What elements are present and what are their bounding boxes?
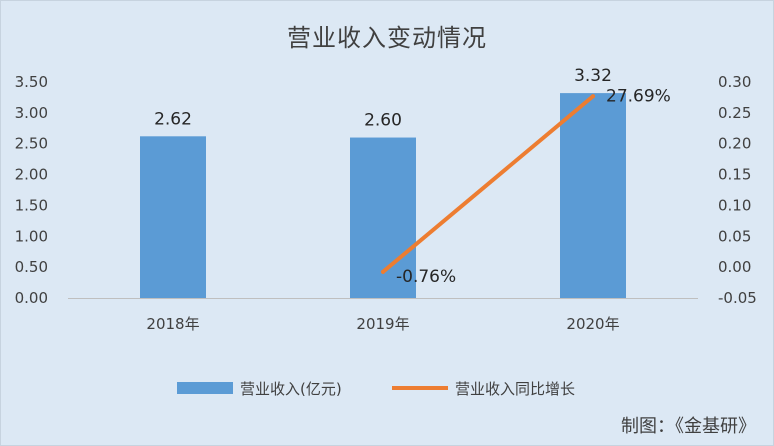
y-left-tick-label: 1.00	[15, 227, 48, 245]
bar-value-label: 3.32	[574, 66, 612, 86]
y-left-tick-label: 3.00	[15, 104, 48, 122]
y-left-tick-label: 0.00	[15, 289, 48, 307]
y-left-tick-label: 2.50	[15, 135, 48, 153]
chart-title: 营业收入变动情况	[287, 24, 487, 52]
growth-point	[591, 94, 595, 99]
growth-point	[381, 269, 385, 274]
bar-value-label: 2.60	[364, 111, 402, 131]
bar-value-label: 2.62	[154, 109, 192, 129]
bar	[560, 93, 626, 298]
growth-value-label: 27.69%	[606, 86, 671, 106]
growth-value-label: -0.76%	[396, 267, 456, 287]
chart-credit: 制图：《金基研》	[621, 416, 756, 437]
legend-label-bar: 营业收入(亿元)	[240, 380, 342, 398]
x-tick-label: 2018年	[146, 315, 199, 333]
y-left-tick-label: 3.50	[15, 73, 48, 91]
y-right-tick-label: 0.10	[718, 196, 751, 214]
legend-label-line: 营业收入同比增长	[455, 380, 575, 398]
y-right-tick-label: 0.05	[718, 227, 751, 245]
y-right-tick-label: 0.30	[718, 73, 751, 91]
bar	[140, 136, 206, 298]
x-tick-label: 2020年	[566, 315, 619, 333]
y-right-tick-label: 0.00	[718, 258, 751, 276]
y-left-tick-label: 0.50	[15, 258, 48, 276]
y-right-tick-label: 0.20	[718, 135, 751, 153]
y-right-tick-label: 0.25	[718, 104, 751, 122]
y-right-tick-label: 0.15	[718, 166, 751, 184]
y-left-tick-label: 2.00	[15, 166, 48, 184]
growth-line	[381, 94, 595, 274]
legend-swatch-bar	[177, 382, 233, 394]
y-left-tick-label: 1.50	[15, 196, 48, 214]
x-tick-label: 2019年	[356, 315, 409, 333]
y-right-tick-label: -0.05	[718, 289, 757, 307]
